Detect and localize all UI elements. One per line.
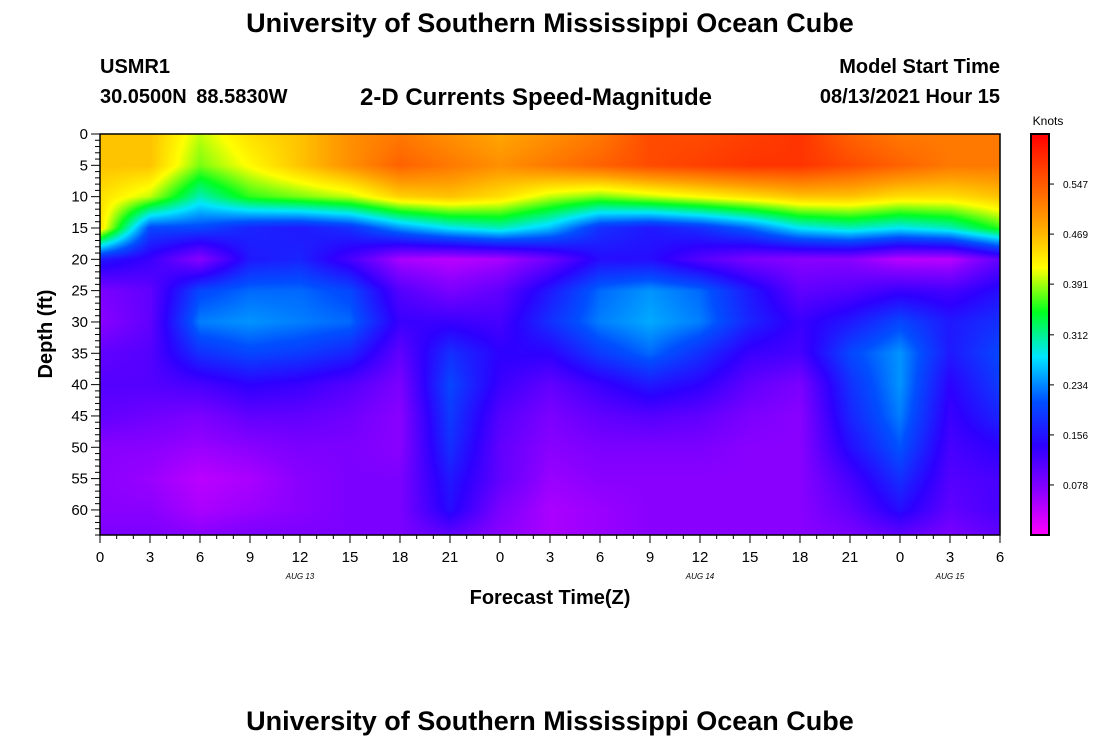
y-tick-label: 60 bbox=[71, 502, 88, 519]
x-tick-label: 12 bbox=[292, 549, 309, 566]
model-start-label: Model Start Time bbox=[839, 56, 1000, 78]
colorbar-tick-label: 0.078 bbox=[1063, 481, 1088, 492]
colorbar-tick-label: 0.234 bbox=[1063, 381, 1088, 392]
x-tick-label: 21 bbox=[842, 549, 859, 566]
colorbar-title: Knots bbox=[1033, 114, 1064, 128]
colorbar-ticks: 0.547 0.469 0.391 0.312 0.234 0.156 0.078 bbox=[1049, 180, 1088, 492]
x-tick-label: 0 bbox=[496, 549, 504, 566]
x-tick-label: 6 bbox=[196, 549, 204, 566]
x-tick-label: 3 bbox=[146, 549, 154, 566]
x-tick-label: 21 bbox=[442, 549, 459, 566]
colorbar-tick-label: 0.391 bbox=[1063, 280, 1088, 291]
x-tick-label: 0 bbox=[896, 549, 904, 566]
x-axis-label: Forecast Time(Z) bbox=[470, 587, 631, 609]
x-tick-label: 3 bbox=[546, 549, 554, 566]
y-tick-label: 5 bbox=[80, 157, 88, 174]
date-label: AUG 13 bbox=[285, 572, 315, 581]
station-coordinates: 30.0500N 88.5830W bbox=[100, 86, 288, 108]
y-tick-label: 55 bbox=[71, 471, 88, 488]
station-id: USMR1 bbox=[100, 56, 171, 78]
chart-subtitle: 2-D Currents Speed-Magnitude bbox=[360, 84, 713, 111]
date-label: AUG 15 bbox=[935, 572, 965, 581]
y-tick-label: 25 bbox=[71, 283, 88, 300]
y-tick-label: 50 bbox=[71, 439, 88, 456]
y-tick-label: 0 bbox=[80, 126, 88, 143]
y-tick-label: 35 bbox=[71, 345, 88, 362]
heatmap-canvas bbox=[100, 134, 1000, 535]
x-tick-label: 15 bbox=[742, 549, 759, 566]
y-tick-label: 45 bbox=[71, 408, 88, 425]
x-tick-label: 6 bbox=[596, 549, 604, 566]
x-tick-label: 18 bbox=[792, 549, 809, 566]
colorbar-tick-label: 0.312 bbox=[1063, 331, 1088, 342]
colorbar-tick-label: 0.156 bbox=[1063, 431, 1088, 442]
x-tick-label: 15 bbox=[342, 549, 359, 566]
date-label: AUG 14 bbox=[685, 572, 715, 581]
y-tick-label: 20 bbox=[71, 251, 88, 268]
y-tick-label: 40 bbox=[71, 377, 88, 394]
colorbar-tick-label: 0.469 bbox=[1063, 230, 1088, 241]
colorbar bbox=[1030, 133, 1050, 536]
y-axis-label: Depth (ft) bbox=[35, 290, 57, 379]
footer-title: University of Southern Mississippi Ocean… bbox=[246, 706, 854, 736]
x-tick-label: 9 bbox=[646, 549, 654, 566]
model-start-value: 08/13/2021 Hour 15 bbox=[819, 86, 1000, 108]
chart-title: University of Southern Mississippi Ocean… bbox=[246, 8, 854, 38]
y-tick-label: 15 bbox=[71, 220, 88, 237]
x-tick-label: 3 bbox=[946, 549, 954, 566]
x-tick-label: 18 bbox=[392, 549, 409, 566]
x-tick-label: 0 bbox=[96, 549, 104, 566]
y-tick-label: 10 bbox=[71, 189, 88, 206]
x-tick-label: 9 bbox=[246, 549, 254, 566]
x-tick-label: 6 bbox=[996, 549, 1004, 566]
y-tick-label: 30 bbox=[71, 314, 88, 331]
colorbar-tick-label: 0.547 bbox=[1063, 180, 1088, 191]
x-tick-label: 12 bbox=[692, 549, 709, 566]
